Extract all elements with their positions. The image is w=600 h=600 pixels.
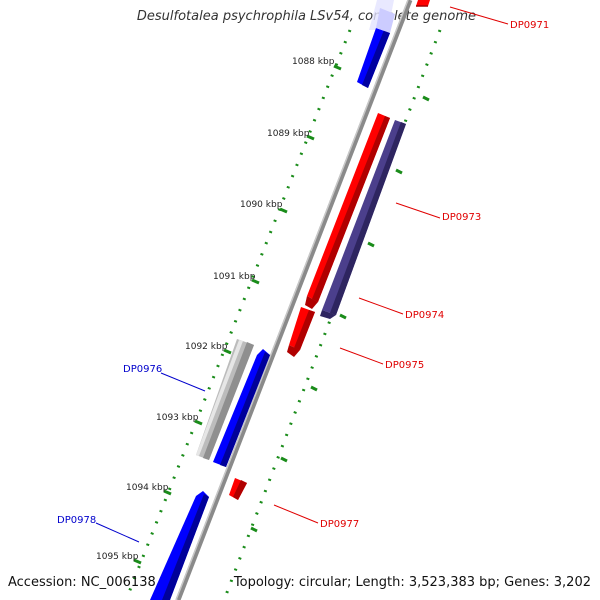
tick-marks <box>133 64 430 565</box>
accession-text: Accession: NC_006138 <box>8 575 156 590</box>
gene-feature-dp0975-head <box>287 345 300 357</box>
callout-line-dp0976 <box>160 372 206 392</box>
genome-summary-text: Topology: circular; Length: 3,523,383 bp… <box>233 575 591 590</box>
gene-label-dp0978[interactable]: DP0978 <box>57 515 96 526</box>
gene-label-dp0975[interactable]: DP0975 <box>385 360 424 371</box>
callout-line-dp0977 <box>273 504 319 524</box>
tick-mark <box>306 134 315 141</box>
tick-mark <box>310 385 318 392</box>
gene-feature-dp0975-shade <box>294 310 315 350</box>
tick-mark <box>422 95 430 102</box>
gene-feature-dp0978[interactable] <box>150 491 209 600</box>
callout-line-dp0975 <box>339 347 384 365</box>
gene-feature-dp0974-shade <box>312 116 390 302</box>
callout-lines <box>95 6 509 543</box>
genome-backbone <box>175 0 413 600</box>
inner-dotted-guide <box>126 29 352 596</box>
gene-feature-dp0973-head <box>320 310 336 319</box>
gene-feature-dp0976-shade <box>203 342 254 460</box>
tick-mark <box>279 207 288 214</box>
tick-mark <box>194 419 203 426</box>
tick-mark <box>367 241 375 248</box>
gene-feature-mid-blue-shade <box>220 352 270 467</box>
callout-line-dp0978 <box>95 522 140 543</box>
tick-label: 1089 kbp <box>267 129 310 139</box>
tick-labels: 1088 kbp 1089 kbp 1090 kbp 1091 kbp 1092… <box>96 57 335 562</box>
gene-label-dp0976[interactable]: DP0976 <box>123 364 162 375</box>
tick-mark <box>133 558 142 565</box>
genome-backbone-highlight <box>175 0 409 600</box>
gene-feature-top-blue-fade <box>376 8 395 33</box>
tick-label: 1093 kbp <box>156 413 199 423</box>
gene-feature-top-blue-shade <box>362 30 390 88</box>
gene-labels: DP0971 DP0973 DP0974 DP0975 DP0976 DP097… <box>57 20 549 530</box>
tick-mark <box>250 526 258 533</box>
gene-features <box>150 0 430 600</box>
tick-label: 1091 kbp <box>213 272 256 282</box>
tick-label: 1090 kbp <box>240 200 283 210</box>
gene-feature-dp0978-shade <box>162 494 209 600</box>
gene-label-dp0973[interactable]: DP0973 <box>442 212 481 223</box>
tick-mark <box>251 278 260 285</box>
callout-line-dp0971 <box>449 6 509 25</box>
callout-line-dp0974 <box>358 297 404 315</box>
gene-label-dp0974[interactable]: DP0974 <box>405 310 444 321</box>
callout-line-dp0973 <box>395 202 441 219</box>
gene-label-dp0977[interactable]: DP0977 <box>320 519 359 530</box>
tick-mark <box>339 313 347 320</box>
tick-mark <box>280 456 288 463</box>
tick-mark <box>163 489 172 496</box>
gene-feature-dp0971[interactable] <box>416 0 430 6</box>
tick-label: 1088 kbp <box>292 57 335 67</box>
tick-label: 1094 kbp <box>126 483 169 493</box>
tick-label: 1092 kbp <box>185 342 228 352</box>
tick-label: 1095 kbp <box>96 552 139 562</box>
gene-label-dp0971[interactable]: DP0971 <box>510 20 549 31</box>
gene-feature-dp0973-shade <box>330 122 406 315</box>
gene-feature-dp0976-highlight <box>196 340 243 456</box>
gene-feature-dp0974-head <box>305 296 318 309</box>
gene-feature-dp0977-shade <box>233 480 247 500</box>
tick-mark <box>333 64 342 71</box>
tick-mark <box>395 168 403 175</box>
tick-mark <box>223 348 232 355</box>
